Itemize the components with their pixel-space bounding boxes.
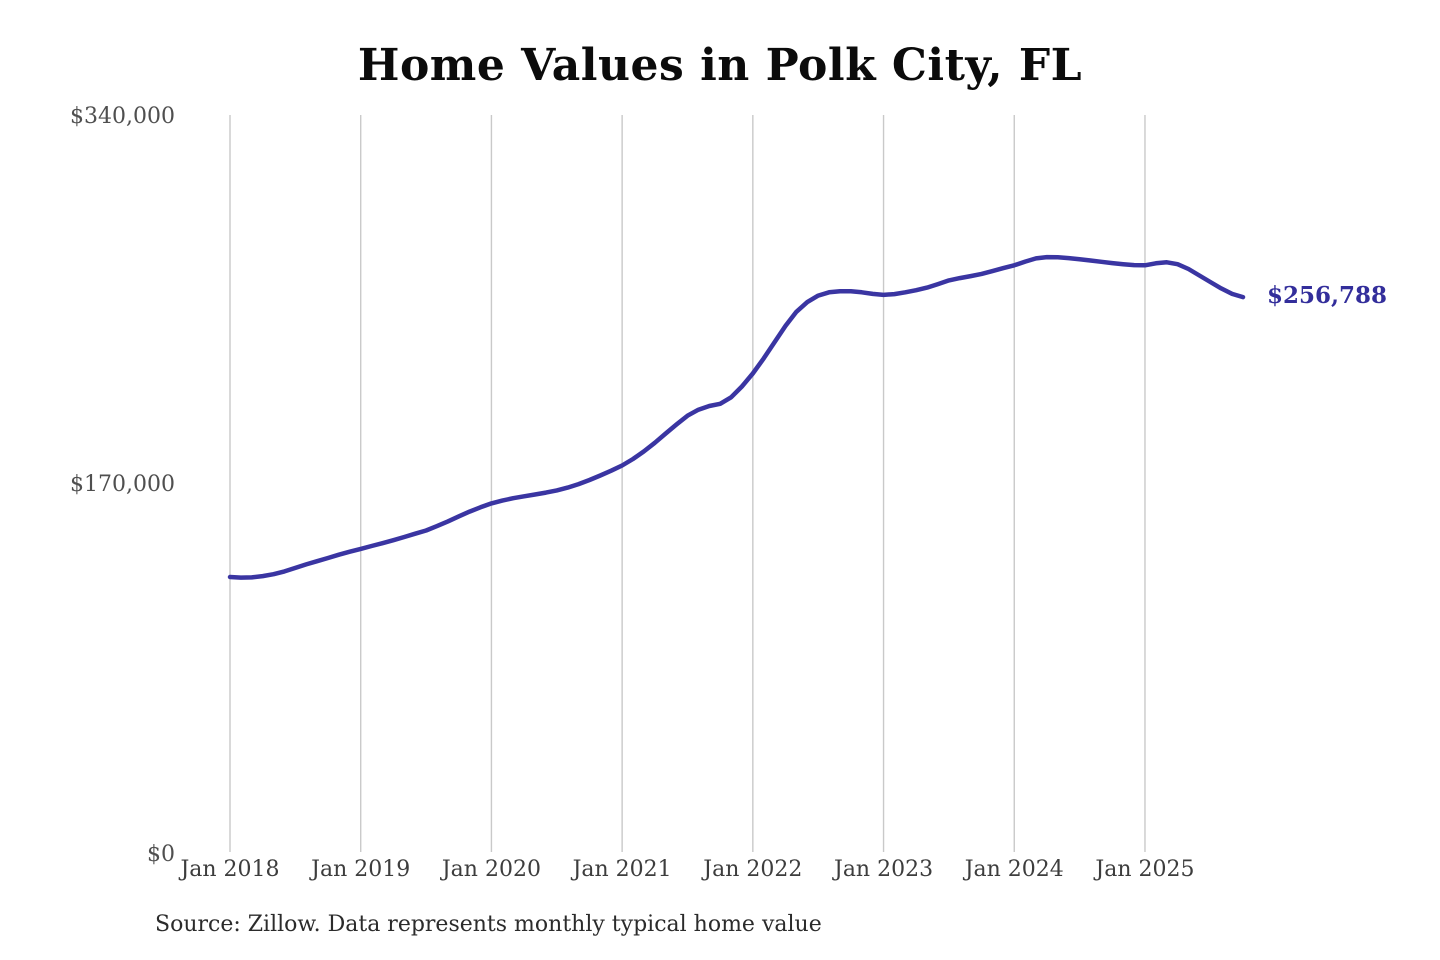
latest-value-label: $256,788: [1267, 282, 1388, 310]
x-tick-label: Jan 2021: [572, 857, 672, 882]
y-tick-label: $340,000: [70, 104, 175, 129]
x-tick-label: Jan 2023: [834, 857, 934, 882]
home-value-line: [227, 254, 1246, 580]
gridlines: [229, 115, 1146, 852]
x-tick-label: Jan 2019: [311, 857, 411, 882]
y-tick-label: $0: [147, 842, 175, 867]
x-tick-label: Jan 2020: [441, 857, 541, 882]
x-tick-label: Jan 2024: [964, 857, 1064, 882]
x-tick-label: Jan 2018: [180, 857, 280, 882]
source-note: Source: Zillow. Data represents monthly …: [155, 912, 822, 937]
y-tick-label: $170,000: [70, 472, 175, 497]
chart-title: Home Values in Polk City, FL: [357, 40, 1083, 91]
x-tick-label: Jan 2022: [703, 857, 803, 882]
x-tick-label: Jan 2025: [1095, 857, 1195, 882]
